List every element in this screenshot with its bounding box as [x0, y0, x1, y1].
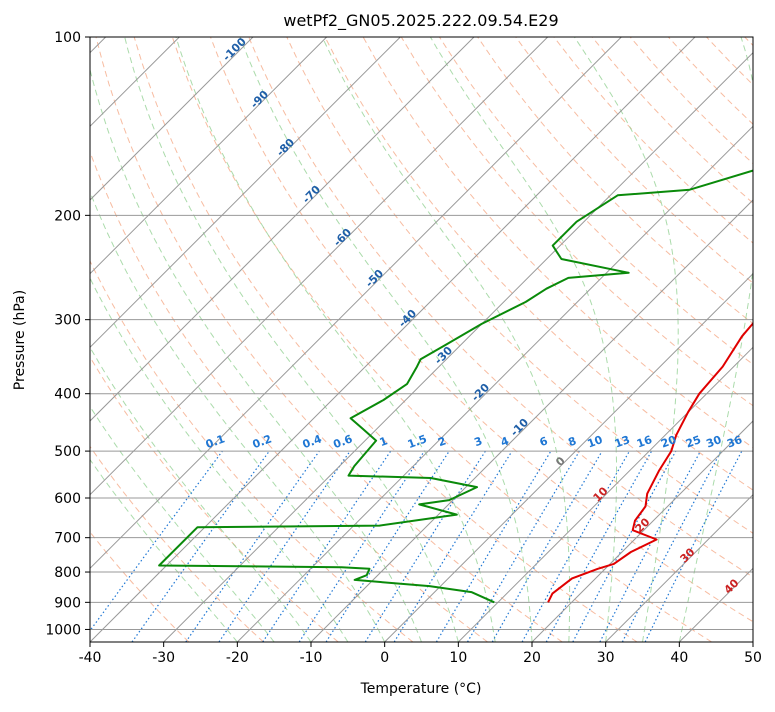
chart-title: wetPf2_GN05.2025.222.09.54.E29: [283, 11, 558, 31]
x-tick-label: -40: [79, 650, 102, 666]
y-tick-label: 800: [54, 565, 81, 581]
y-tick-label: 900: [54, 595, 81, 611]
x-tick-label: 20: [523, 650, 541, 666]
y-axis-label: Pressure (hPa): [12, 290, 28, 390]
y-tick-label: 500: [54, 444, 81, 460]
plot-background: [90, 37, 753, 642]
x-tick-label: 40: [670, 650, 688, 666]
x-axis-label: Temperature (°C): [360, 681, 482, 697]
y-tick-label: 400: [54, 387, 81, 403]
x-tick-label: -20: [226, 650, 249, 666]
y-tick-label: 700: [54, 531, 81, 547]
y-tick-label: 300: [54, 313, 81, 329]
x-tick-label: 30: [597, 650, 615, 666]
y-tick-label: 1000: [45, 622, 81, 638]
x-tick-label: 10: [449, 650, 467, 666]
y-tick-label: 600: [54, 491, 81, 507]
y-tick-label: 200: [54, 208, 81, 224]
x-tick-label: 50: [744, 650, 762, 666]
x-tick-label: 0: [380, 650, 389, 666]
isotherm-gridline: [753, 37, 775, 642]
y-tick-label: 100: [54, 30, 81, 46]
x-tick-label: -30: [152, 650, 175, 666]
x-tick-label: -10: [300, 650, 323, 666]
